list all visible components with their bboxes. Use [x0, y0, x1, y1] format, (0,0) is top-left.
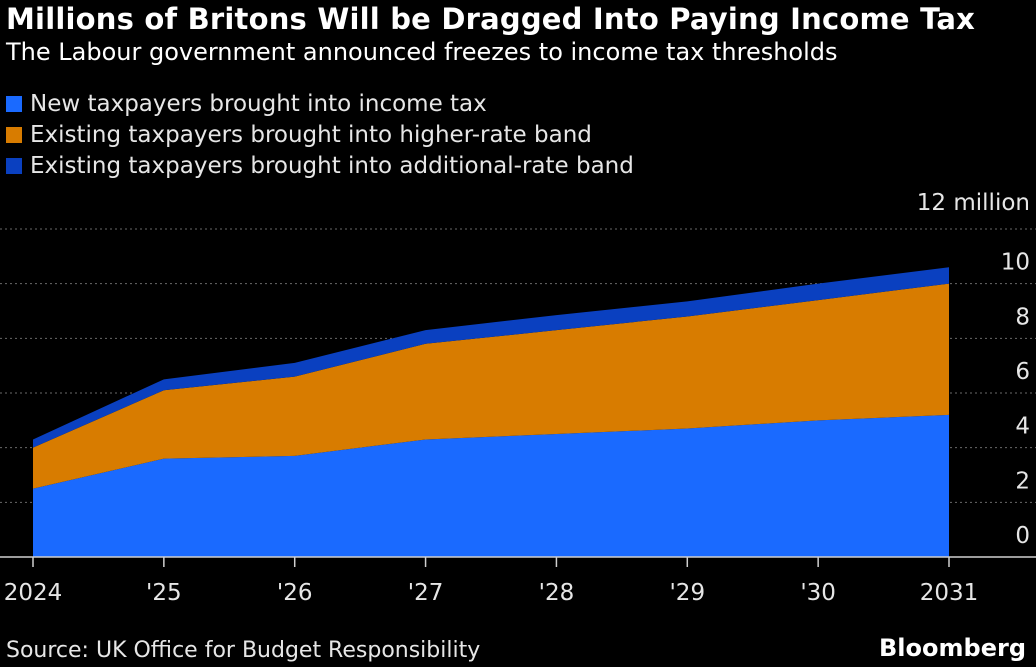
legend-item-additional-rate: Existing taxpayers brought into addition… [6, 150, 634, 181]
legend-item-higher-rate: Existing taxpayers brought into higher-r… [6, 119, 634, 150]
y-tick-label-4: 4 [1015, 414, 1030, 440]
chart-subtitle: The Labour government announced freezes … [6, 38, 838, 66]
legend-label: New taxpayers brought into income tax [30, 90, 487, 117]
source-note: Source: UK Office for Budget Responsibil… [6, 638, 481, 663]
y-tick-label-10: 10 [1001, 250, 1030, 276]
legend-swatch-new-taxpayers [6, 95, 22, 112]
area-series-1 [33, 414, 949, 557]
y-tick-label-2: 2 [1015, 468, 1030, 494]
bloomberg-logo: Bloomberg [879, 634, 1026, 662]
x-tick-label-2026: '26 [277, 580, 313, 606]
x-tick-label-2024: 2024 [4, 580, 63, 606]
y-axis-unit-label: 12 million [916, 190, 1030, 216]
legend-label: Existing taxpayers brought into addition… [30, 152, 634, 179]
x-tick-label-2031: 2031 [920, 580, 979, 606]
y-tick-label-8: 8 [1015, 304, 1030, 330]
x-tick-label-2027: '27 [408, 580, 444, 606]
x-tick-label-2030: '30 [800, 580, 836, 606]
legend-item-new-taxpayers: New taxpayers brought into income tax [6, 88, 634, 119]
legend: New taxpayers brought into income tax Ex… [6, 88, 634, 181]
legend-swatch-higher-rate [6, 126, 22, 143]
y-tick-label-0: 0 [1015, 523, 1030, 549]
x-tick-label-2025: '25 [146, 580, 182, 606]
chart-title: Millions of Britons Will be Dragged Into… [6, 2, 975, 36]
legend-label: Existing taxpayers brought into higher-r… [30, 121, 592, 148]
x-tick-label-2028: '28 [539, 580, 575, 606]
x-tick-label-2029: '29 [669, 580, 705, 606]
area-series-2 [33, 283, 949, 489]
area-series-3 [33, 267, 949, 448]
legend-swatch-additional-rate [6, 157, 22, 174]
y-tick-label-6: 6 [1015, 359, 1030, 385]
